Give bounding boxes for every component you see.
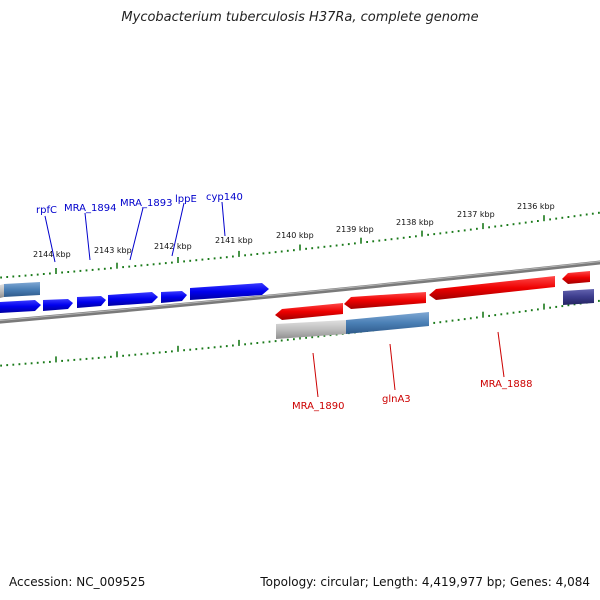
tick-label: 2141 kbp [215, 236, 253, 245]
gene-block-steelblue[interactable] [4, 282, 40, 297]
genome-backbone [0, 260, 600, 324]
outer-scale-ticks [0, 211, 600, 279]
gene-block-navy[interactable] [563, 289, 594, 305]
tick-labels: 2144 kbp 2143 kbp 2142 kbp 2141 kbp 2140… [33, 202, 555, 259]
forward-gene-leaders [44, 201, 226, 263]
gene-label-mra-1890[interactable]: MRA_1890 [292, 401, 344, 412]
gene-label-mra-1888[interactable]: MRA_1888 [480, 379, 532, 390]
tick-label: 2138 kbp [396, 218, 434, 227]
gene-label-cyp140[interactable]: cyp140 [206, 192, 243, 203]
gene-block-grey[interactable] [276, 320, 346, 339]
reverse-genes [275, 271, 594, 339]
gene-label-glna3[interactable]: glnA3 [382, 394, 411, 405]
gene-arrow-reverse[interactable] [562, 271, 590, 284]
genome-summary: Topology: circular; Length: 4,419,977 bp… [260, 575, 590, 589]
reverse-gene-labels: MRA_1890 glnA3 MRA_1888 [292, 379, 532, 412]
gene-label-mra-1894[interactable]: MRA_1894 [64, 203, 116, 214]
gene-arrow-forward[interactable] [43, 299, 73, 311]
tick-label: 2140 kbp [276, 231, 314, 240]
tick-label: 2137 kbp [457, 210, 495, 219]
gene-arrow-forward[interactable] [108, 292, 158, 306]
tick-label: 2143 kbp [94, 246, 132, 255]
map-title: Mycobacterium tuberculosis H37Ra, comple… [121, 10, 479, 25]
tick-label: 2144 kbp [33, 250, 71, 259]
gene-arrow-forward[interactable] [77, 296, 106, 308]
tick-label: 2136 kbp [517, 202, 555, 211]
gene-block-steelblue[interactable] [346, 312, 429, 334]
genome-backbone-highlight [0, 261, 600, 322]
gene-arrow-reverse[interactable] [429, 276, 555, 300]
tick-label: 2142 kbp [154, 242, 192, 251]
gene-arrow-reverse[interactable] [275, 303, 343, 320]
gene-arrow-reverse[interactable] [344, 292, 426, 309]
gene-label-lppe[interactable]: lppE [175, 194, 197, 205]
gene-arrow-forward[interactable] [0, 300, 41, 313]
gene-arrow-forward[interactable] [161, 291, 187, 303]
gene-block-grey[interactable] [0, 284, 4, 298]
gene-label-mra-1893[interactable]: MRA_1893 [120, 198, 172, 209]
forward-gene-labels: rpfC MRA_1894 MRA_1893 lppE cyp140 [36, 192, 243, 216]
accession-label: Accession: NC_009525 [9, 575, 146, 589]
forward-genes [0, 282, 269, 313]
gene-arrow-forward[interactable] [190, 283, 269, 300]
reverse-gene-leaders [312, 331, 505, 398]
gene-label-rpfc[interactable]: rpfC [36, 205, 57, 216]
tick-label: 2139 kbp [336, 225, 374, 234]
